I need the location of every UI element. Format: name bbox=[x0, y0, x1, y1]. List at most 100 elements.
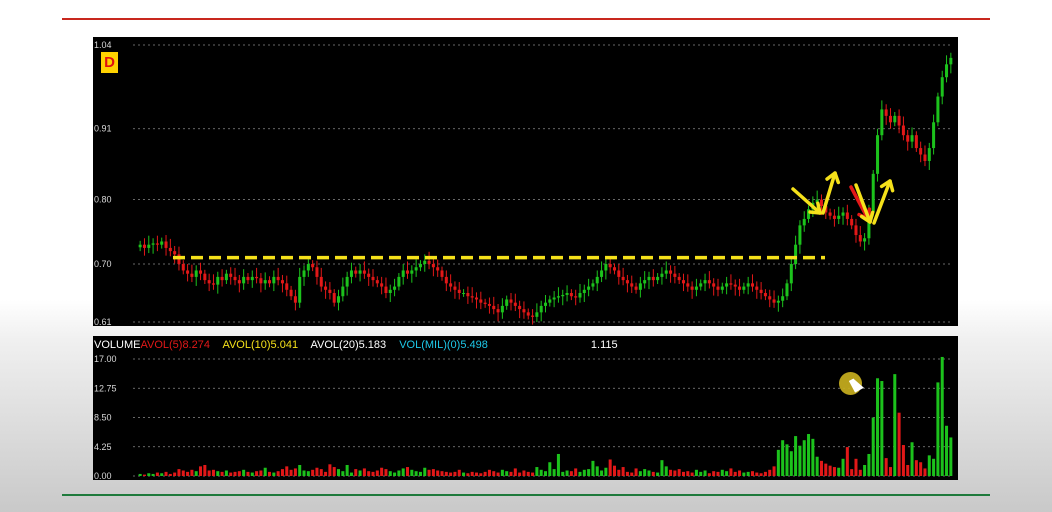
volume-bar bbox=[449, 472, 453, 476]
breakout-arrow-up-2 bbox=[872, 179, 892, 225]
candle-body bbox=[858, 235, 862, 242]
volume-bar bbox=[543, 471, 548, 476]
volume-bar bbox=[436, 470, 440, 476]
volume-bar bbox=[332, 467, 336, 476]
candle-body bbox=[582, 289, 586, 294]
volume-bar bbox=[750, 471, 754, 476]
candle-body bbox=[832, 215, 836, 219]
bottom-divider-green bbox=[62, 494, 990, 496]
volume-bar bbox=[789, 451, 793, 476]
volume-bar bbox=[776, 449, 780, 476]
volume-bar bbox=[483, 471, 487, 476]
volume-bar bbox=[837, 467, 841, 476]
candle-body bbox=[263, 280, 267, 284]
volume-bar bbox=[427, 469, 431, 476]
candle-body bbox=[216, 276, 220, 285]
candle-body bbox=[884, 109, 888, 116]
candle-body bbox=[681, 280, 685, 284]
candle-body bbox=[828, 212, 832, 216]
volume-bar bbox=[677, 469, 681, 476]
volume-bar bbox=[656, 472, 660, 476]
volume-bar bbox=[716, 471, 720, 476]
candle-body bbox=[651, 276, 655, 281]
candle-body bbox=[474, 297, 479, 300]
candle-body bbox=[781, 296, 785, 301]
volume-bar bbox=[181, 470, 185, 476]
volume-bar bbox=[298, 464, 302, 476]
volume-bar bbox=[211, 469, 215, 476]
volume-bar bbox=[552, 469, 556, 476]
volume-bar bbox=[888, 467, 892, 476]
volume-bar bbox=[272, 472, 276, 476]
volume-bar bbox=[923, 468, 927, 476]
volume-bar bbox=[630, 472, 634, 476]
candle-body bbox=[315, 267, 319, 277]
candle-body bbox=[492, 305, 496, 310]
volume-bar bbox=[306, 471, 310, 476]
volume-bar bbox=[643, 469, 647, 476]
volume-bar bbox=[845, 447, 849, 476]
volume-bar bbox=[681, 471, 685, 476]
candle-body bbox=[923, 154, 927, 161]
candle-body bbox=[479, 299, 483, 303]
volume-bar bbox=[690, 472, 694, 476]
candle-body bbox=[444, 276, 448, 284]
candle-body bbox=[539, 305, 543, 313]
volume-bar bbox=[621, 467, 625, 476]
candle-body bbox=[375, 280, 379, 284]
candle-body bbox=[440, 270, 444, 277]
volume-bar bbox=[565, 470, 569, 476]
volume-bar bbox=[487, 469, 491, 476]
volume-bar bbox=[220, 471, 224, 476]
candle-body bbox=[647, 276, 651, 281]
candle-body bbox=[707, 280, 711, 284]
candle-body bbox=[845, 212, 849, 219]
cursor-highlight bbox=[839, 372, 862, 395]
candle-body bbox=[720, 286, 724, 290]
candle-body bbox=[561, 294, 565, 297]
candle-body bbox=[712, 283, 716, 287]
candle-body bbox=[414, 267, 418, 271]
candle-body bbox=[298, 276, 302, 303]
candle-body bbox=[936, 96, 940, 123]
candle-body bbox=[513, 302, 517, 306]
volume-bar bbox=[591, 460, 595, 476]
volume-bar bbox=[660, 460, 664, 476]
candle-body bbox=[319, 276, 323, 287]
candle-body bbox=[518, 305, 522, 310]
volume-bar bbox=[259, 470, 263, 476]
price-chart-panel[interactable]: 1.04 0.91 0.80 0.70 0.61 D bbox=[93, 37, 958, 326]
candle-body bbox=[349, 270, 353, 277]
candle-body bbox=[815, 199, 819, 203]
volume-tick-label: 12.75 bbox=[94, 383, 117, 393]
candle-body bbox=[742, 286, 746, 290]
volume-bar bbox=[828, 465, 832, 476]
candle-body bbox=[897, 115, 901, 126]
candle-body bbox=[612, 267, 617, 271]
pullback-arrow-yellow bbox=[854, 183, 872, 224]
volume-bar bbox=[207, 470, 211, 476]
volume-chart-panel[interactable]: 17.00 12.75 8.50 4.25 0.00 VOLUMEAVOL(5)8.27… bbox=[93, 336, 958, 480]
volume-bar bbox=[647, 470, 651, 476]
volume-bar bbox=[569, 471, 573, 476]
candle-body bbox=[673, 273, 677, 277]
avol20-label: AVOL(20)5.183 bbox=[310, 339, 387, 351]
candle-body bbox=[449, 283, 453, 287]
volume-bar bbox=[509, 471, 513, 476]
candle-body bbox=[203, 273, 207, 281]
candle-body bbox=[289, 289, 293, 297]
volume-bar bbox=[406, 467, 410, 476]
volume-bar bbox=[280, 469, 284, 476]
candle-body bbox=[181, 264, 185, 271]
volume-bar bbox=[712, 471, 716, 476]
candle-body bbox=[919, 148, 923, 155]
candle-body bbox=[354, 270, 358, 274]
volume-bar bbox=[720, 469, 724, 476]
volume-bar bbox=[932, 458, 936, 476]
volume-bar bbox=[518, 472, 522, 476]
price-tick-label: 0.61 bbox=[94, 317, 112, 326]
price-tick-label: 0.80 bbox=[94, 195, 112, 205]
volume-bar bbox=[466, 473, 470, 476]
volume-bar bbox=[194, 471, 198, 476]
volume-bar bbox=[600, 470, 604, 476]
